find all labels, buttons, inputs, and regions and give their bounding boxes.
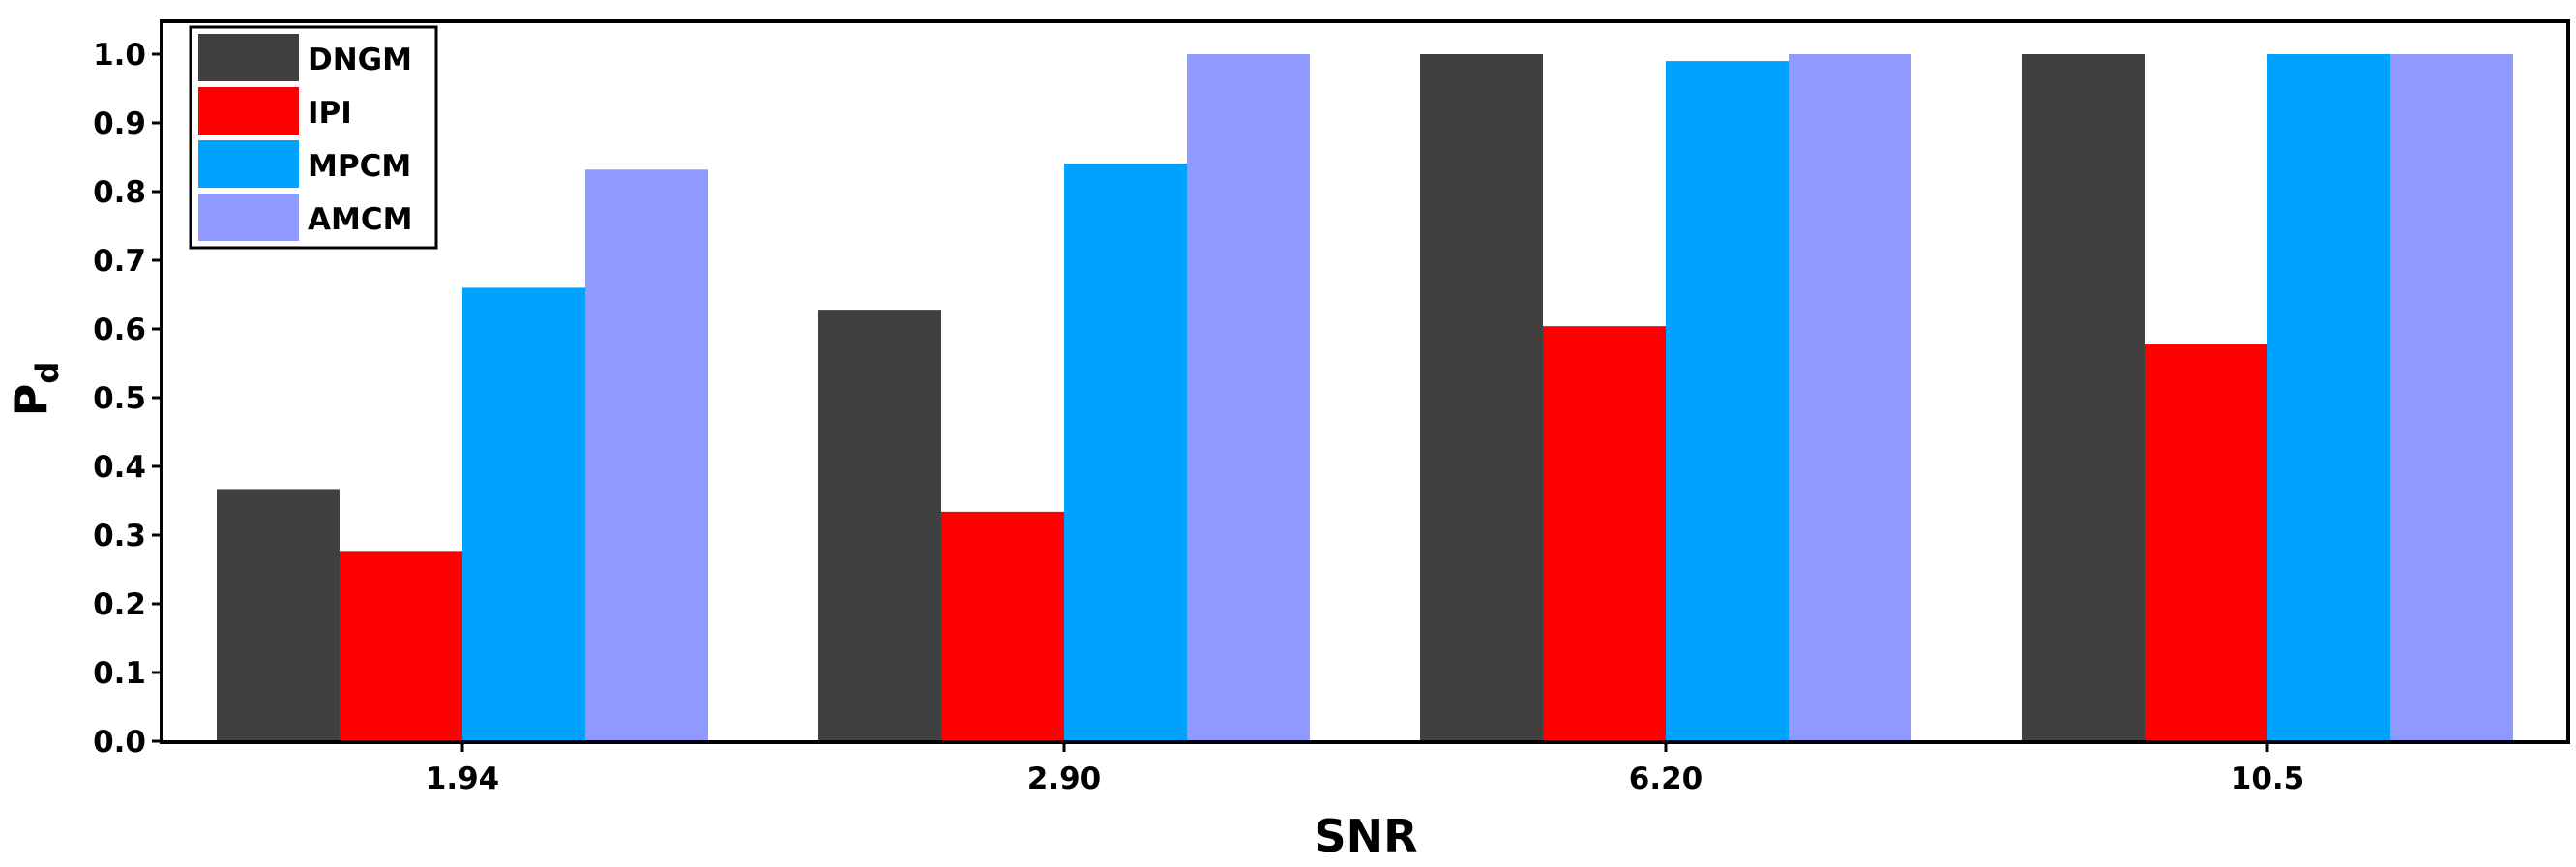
y-tick-label: 0.7 <box>93 244 146 279</box>
legend-swatch-mpcm <box>198 140 299 188</box>
x-tick-label: 10.5 <box>2231 762 2305 796</box>
legend-swatch-dngm <box>198 34 299 81</box>
y-axis-title-main: P <box>5 384 57 417</box>
x-tick-label: 2.90 <box>1027 762 1102 796</box>
plot-frame <box>160 19 2570 744</box>
y-axis-title-subscript: d <box>29 362 66 384</box>
bar-amcm-10.5 <box>2390 54 2513 741</box>
y-tick-label: 0.9 <box>93 106 146 141</box>
bars-layer <box>217 54 2513 742</box>
x-axis-title: SNR <box>1314 810 1417 862</box>
bar-mpcm-2.90 <box>1064 163 1187 741</box>
bar-dngm-2.90 <box>818 310 941 741</box>
legend-label-ipi: IPI <box>308 96 352 131</box>
y-tick-label: 0.4 <box>93 450 146 485</box>
x-tick-label: 1.94 <box>426 762 500 796</box>
axes-layer: 1.94 2.90 6.20 10.5 0.0 0.1 0.2 0.3 0.4 0.5 0.6 0.7… <box>93 19 2570 796</box>
bar-mpcm-6.20 <box>1666 61 1789 742</box>
bar-dngm-6.20 <box>1420 54 1543 741</box>
y-tick-label: 0.8 <box>93 175 146 210</box>
y-tick-label: 0.1 <box>93 656 146 691</box>
bar-amcm-1.94 <box>585 169 708 741</box>
y-tick-label: 0.6 <box>93 313 146 347</box>
bar-amcm-6.20 <box>1789 54 1911 741</box>
bar-dngm-10.5 <box>2022 54 2145 741</box>
x-tick-label: 6.20 <box>1629 762 1703 796</box>
legend: DNGM IPI MPCM AMCM <box>189 25 438 250</box>
y-tick-label: 0.0 <box>93 725 146 760</box>
legend-label-mpcm: MPCM <box>308 149 411 184</box>
y-tick-label: 0.5 <box>93 381 146 416</box>
y-axis-title: Pd <box>5 362 66 417</box>
bar-mpcm-10.5 <box>2267 54 2390 741</box>
legend-label-amcm: AMCM <box>308 202 412 237</box>
bar-mpcm-1.94 <box>462 287 585 741</box>
bar-ipi-2.90 <box>941 511 1064 741</box>
y-tick-label: 0.3 <box>93 519 146 553</box>
legend-swatch-amcm <box>198 194 299 241</box>
bar-ipi-10.5 <box>2145 344 2267 741</box>
bar-ipi-1.94 <box>340 551 462 741</box>
legend-label-dngm: DNGM <box>308 43 412 77</box>
bar-amcm-2.90 <box>1187 54 1310 741</box>
legend-swatch-ipi <box>198 87 299 135</box>
bar-dngm-1.94 <box>217 489 340 741</box>
bar-ipi-6.20 <box>1543 326 1666 741</box>
y-tick-label: 0.2 <box>93 587 146 622</box>
y-tick-label: 1.0 <box>93 38 146 73</box>
